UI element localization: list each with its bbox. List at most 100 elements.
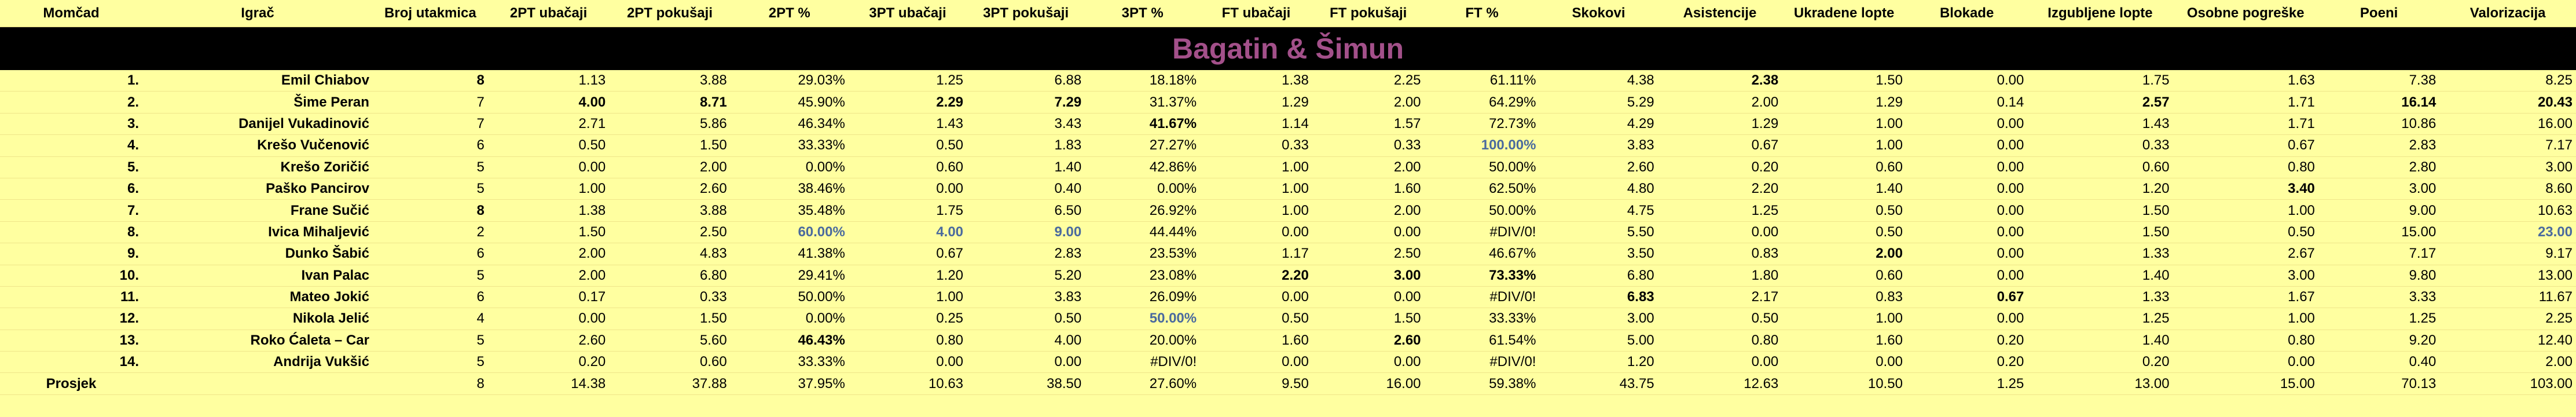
cell-pt3m: 0.60 [848, 156, 967, 178]
cell-ast: 1.80 [1657, 265, 1782, 287]
cell-val: 13.00 [2439, 265, 2576, 287]
cell-pt3a: 3.83 [967, 286, 1085, 309]
table-row[interactable]: 11. Mateo Jokić 6 0.17 0.33 50.00% 1.00 3.83 26.… [0, 286, 2576, 309]
cell-stl: 1.60 [1782, 330, 1906, 352]
cell-val: 9.17 [2439, 243, 2576, 265]
table-row[interactable]: 1. Emil Chiabov 8 1.13 3.88 29.03% 1.25 6.88 18.… [0, 70, 2576, 92]
column-header-stl[interactable]: Ukradene lopte [1782, 0, 1906, 27]
column-header-pt2a[interactable]: 2PT pokušaji [609, 0, 731, 27]
column-header-ftp[interactable]: FT % [1424, 0, 1540, 27]
cell-games: 5 [372, 265, 488, 287]
column-header-pt3p[interactable]: 3PT % [1085, 0, 1201, 27]
cell-ftm: 0.00 [1200, 286, 1312, 309]
cell-games: 5 [372, 178, 488, 200]
cell-pt3m: 0.50 [848, 134, 967, 157]
cell-stl: 0.60 [1782, 156, 1906, 178]
column-header-player[interactable]: Igrač [142, 0, 373, 27]
cell-pt3m: 1.20 [848, 265, 967, 287]
cell-reb: 2.60 [1539, 156, 1658, 178]
column-header-blk[interactable]: Blokade [1906, 0, 2028, 27]
table-row[interactable]: 4. Krešo Vučenović 6 0.50 1.50 33.33% 0.50 1.83… [0, 134, 2576, 157]
cell-fta: 1.60 [1312, 178, 1425, 200]
cell-pt3a: 7.29 [967, 91, 1085, 114]
column-header-tov[interactable]: Izgubljene lopte [2027, 0, 2173, 27]
cell-games: 5 [372, 351, 488, 374]
cell-pt2p: 38.46% [730, 178, 849, 200]
cell-pt3m: 0.80 [848, 330, 967, 352]
cell-ast: 0.50 [1657, 308, 1782, 330]
cell-games: 2 [372, 221, 488, 244]
cell-tov: 1.33 [2027, 286, 2173, 309]
average-pt2a: 37.88 [609, 372, 731, 395]
column-header-val[interactable]: Valorizacija [2439, 0, 2576, 27]
column-header-pt3m[interactable]: 3PT ubačaji [848, 0, 967, 27]
cell-tov: 1.40 [2027, 265, 2173, 287]
cell-pts: 3.00 [2318, 178, 2440, 200]
column-header-ftm[interactable]: FT ubačaji [1200, 0, 1312, 27]
average-pt3a: 38.50 [967, 372, 1085, 395]
table-row[interactable]: 7. Frane Sučić 8 1.38 3.88 35.48% 1.75 6.50 26.9… [0, 199, 2576, 222]
cell-ftm: 0.50 [1200, 308, 1312, 330]
cell-pts: 7.38 [2318, 70, 2440, 92]
table-row[interactable]: 5. Krešo Zoričić 5 0.00 2.00 0.00% 0.60 1.40 42.… [0, 156, 2576, 178]
cell-pt3p: #DIV/0! [1085, 351, 1201, 374]
cell-reb: 5.50 [1539, 221, 1658, 244]
cell-pt2m: 2.00 [487, 243, 610, 265]
cell-tov: 1.20 [2027, 178, 2173, 200]
table-row[interactable]: 6. Paško Pancirov 5 1.00 2.60 38.46% 0.00 0.40 0… [0, 178, 2576, 200]
column-header-pt2m[interactable]: 2PT ubačaji [487, 0, 610, 27]
cell-pf: 1.67 [2173, 286, 2318, 309]
cell-pt2a: 1.50 [609, 134, 731, 157]
cell-pt3a: 0.00 [967, 351, 1085, 374]
cell-ast: 1.29 [1657, 113, 1782, 136]
average-stl: 10.50 [1782, 372, 1906, 395]
table-row[interactable]: 13. Roko Ćaleta – Car 5 2.60 5.60 46.43% 0.80 4… [0, 330, 2576, 352]
column-header-reb[interactable]: Skokovi [1539, 0, 1658, 27]
cell-pt3a: 6.50 [967, 199, 1085, 222]
cell-pf: 3.40 [2173, 178, 2318, 200]
cell-ftm: 1.17 [1200, 243, 1312, 265]
cell-games: 6 [372, 243, 488, 265]
cell-val: 7.17 [2439, 134, 2576, 157]
table-row[interactable]: 12. Nikola Jelić 4 0.00 1.50 0.00% 0.25 0.50 50.… [0, 308, 2576, 330]
cell-tov: 0.60 [2027, 156, 2173, 178]
table-row[interactable]: 10. Ivan Palac 5 2.00 6.80 29.41% 1.20 5.20 23.0… [0, 265, 2576, 287]
table-row[interactable]: 9. Dunko Šabić 6 2.00 4.83 41.38% 0.67 2.83 23.5… [0, 243, 2576, 265]
column-header-ast[interactable]: Asistencije [1657, 0, 1782, 27]
cell-fta: 2.00 [1312, 156, 1425, 178]
cell-ftp: #DIV/0! [1424, 221, 1540, 244]
table-row[interactable]: 8. Ivica Mihaljević 2 1.50 2.50 60.00% 4.00 9.0… [0, 221, 2576, 244]
cell-ast: 0.80 [1657, 330, 1782, 352]
cell-pt3m: 1.00 [848, 286, 967, 309]
column-header-pt3a[interactable]: 3PT pokušaji [967, 0, 1085, 27]
cell-player: Danijel Vukadinović [142, 113, 373, 136]
cell-pt2p: 33.33% [730, 134, 849, 157]
cell-ftm: 1.00 [1200, 156, 1312, 178]
column-header-pts[interactable]: Poeni [2318, 0, 2440, 27]
cell-pt2a: 6.80 [609, 265, 731, 287]
cell-pts: 2.80 [2318, 156, 2440, 178]
column-header-pf[interactable]: Osobne pogreške [2173, 0, 2318, 27]
cell-tov: 1.50 [2027, 221, 2173, 244]
cell-player: Ivan Palac [142, 265, 373, 287]
cell-val: 2.25 [2439, 308, 2576, 330]
column-header-fta[interactable]: FT pokušaji [1312, 0, 1425, 27]
cell-stl: 1.00 [1782, 308, 1906, 330]
cell-blk: 0.00 [1906, 70, 2028, 92]
average-ftm: 9.50 [1200, 372, 1312, 395]
cell-pt2m: 2.00 [487, 265, 610, 287]
cell-reb: 6.80 [1539, 265, 1658, 287]
cell-stl: 1.40 [1782, 178, 1906, 200]
column-header-pt2p[interactable]: 2PT % [730, 0, 849, 27]
cell-stl: 2.00 [1782, 243, 1906, 265]
table-row[interactable]: 3. Danijel Vukadinović 7 2.71 5.86 46.34% 1.43… [0, 113, 2576, 136]
table-row[interactable]: 14. Andrija Vukšić 5 0.20 0.60 33.33% 0.00 0.00… [0, 351, 2576, 374]
cell-blk: 0.20 [1906, 330, 2028, 352]
cell-fta: 2.50 [1312, 243, 1425, 265]
cell-pts: 9.20 [2318, 330, 2440, 352]
column-header-games[interactable]: Broj utakmica [372, 0, 488, 27]
table-row[interactable]: 2. Šime Peran 7 4.00 8.71 45.90% 2.29 7.29 31.37… [0, 91, 2576, 114]
cell-ast: 2.38 [1657, 70, 1782, 92]
cell-rank: 11. [0, 286, 143, 309]
column-header-rank[interactable]: Momčad [0, 0, 143, 27]
